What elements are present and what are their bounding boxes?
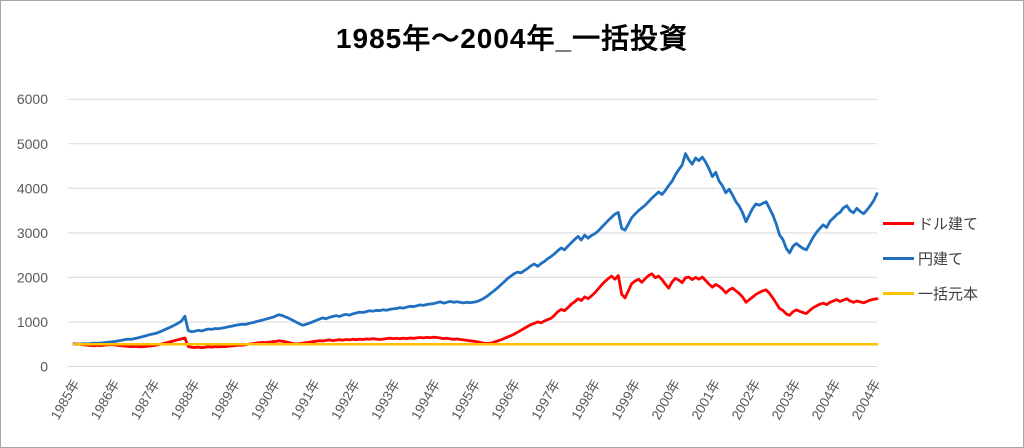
x-axis-label-7: 1992年 xyxy=(328,377,363,422)
x-axis-label-14: 1999年 xyxy=(609,377,644,422)
legend-label-0: ドル建て xyxy=(918,216,979,233)
x-axis-label-4: 1989年 xyxy=(208,377,243,422)
x-axis-label-18: 2003年 xyxy=(769,377,804,422)
y-axis-label-6000: 6000 xyxy=(17,91,48,107)
x-axis-label-16: 2001年 xyxy=(689,377,724,422)
legend-item-0: ドル建て xyxy=(883,213,1021,234)
x-axis-label-15: 2000年 xyxy=(649,377,684,422)
legend-line-sample-2 xyxy=(883,292,914,295)
x-axis-label-0: 1985年 xyxy=(48,377,83,422)
x-axis-label-17: 2002年 xyxy=(729,377,764,422)
y-axis-label-0: 0 xyxy=(40,359,48,375)
y-axis-label-5000: 5000 xyxy=(17,136,48,152)
x-axis-label-8: 1993年 xyxy=(368,377,403,422)
x-axis-label-5: 1990年 xyxy=(248,377,283,422)
x-axis-label-20: 2004年 xyxy=(849,377,884,422)
x-axis-label-11: 1996年 xyxy=(488,377,523,422)
legend-line-sample-1 xyxy=(883,257,914,260)
legend: ドル建て円建て一括元本 xyxy=(883,213,1021,318)
legend-label-2: 一括元本 xyxy=(918,286,979,303)
y-axis-label-1000: 1000 xyxy=(17,314,48,330)
series-line-1 xyxy=(72,152,879,346)
chart-title: 1985年～2004年_一括投資 xyxy=(335,23,689,54)
series-line-0 xyxy=(72,272,879,350)
y-axis-label-3000: 3000 xyxy=(17,225,48,241)
legend-label-1: 円建て xyxy=(918,251,964,268)
x-axis-label-6: 1991年 xyxy=(288,377,323,422)
x-axis-label-2: 1987年 xyxy=(128,377,163,422)
x-axis-label-19: 2004年 xyxy=(809,377,844,422)
x-axis-label-3: 1988年 xyxy=(168,377,203,422)
legend-line-sample-0 xyxy=(883,222,914,225)
x-axis-label-1: 1986年 xyxy=(88,377,123,422)
x-axis-label-9: 1994年 xyxy=(408,377,443,422)
x-axis-label-10: 1995年 xyxy=(448,377,483,422)
x-axis-label-12: 1997年 xyxy=(528,377,563,422)
legend-item-2: 一括元本 xyxy=(883,283,1021,304)
x-axis-label-13: 1998年 xyxy=(568,377,603,422)
legend-item-1: 円建て xyxy=(883,248,1021,269)
y-axis-label-4000: 4000 xyxy=(17,180,48,196)
y-axis-label-2000: 2000 xyxy=(17,269,48,285)
